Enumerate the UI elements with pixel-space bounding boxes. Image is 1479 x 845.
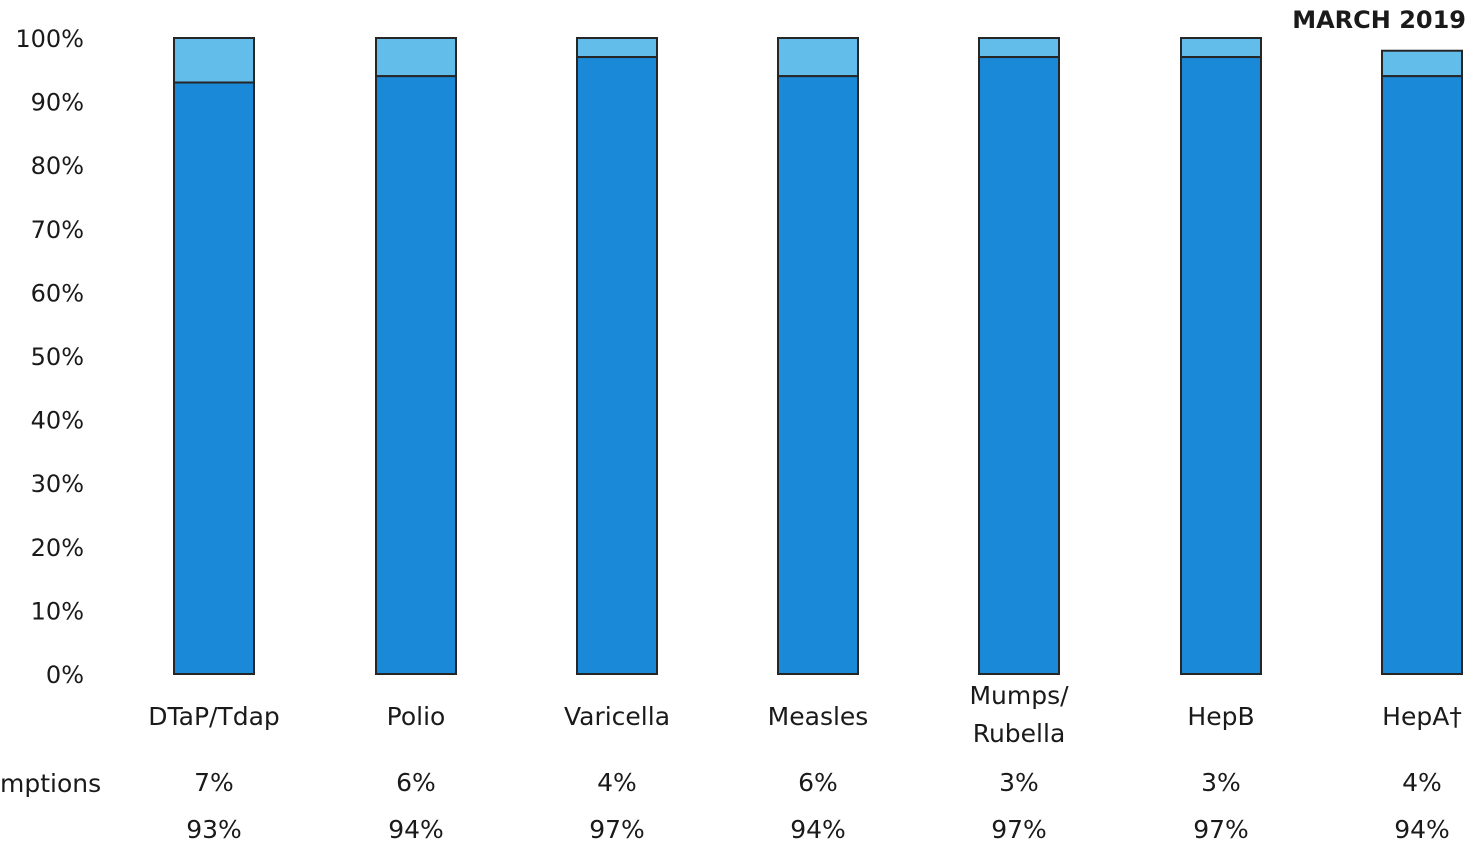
- vaccinated-value-label: 94%: [790, 815, 846, 844]
- y-tick-label: 90%: [31, 89, 84, 117]
- category-label: Mumps/Rubella: [969, 681, 1069, 748]
- bar-exemptions: [1180, 37, 1262, 59]
- bar-exemptions: [576, 37, 658, 59]
- y-tick-label: 30%: [31, 470, 84, 498]
- vaccinated-value-label: 94%: [388, 815, 444, 844]
- vaccinated-value-label: 97%: [589, 815, 645, 844]
- category-labels: DTaP/Tdap Polio Varicella Measles Mumps/Rube…: [148, 681, 1462, 748]
- y-tick-label: 50%: [31, 343, 84, 371]
- value-rows: 7% 6% 4% 6% 3% 3% 4% 93% 94% 97% 94% 97% 97% 94%: [186, 768, 1450, 844]
- bar-exemptions: [777, 37, 859, 78]
- y-tick-label: 60%: [31, 279, 84, 307]
- y-tick-label: 100%: [15, 25, 84, 53]
- bar-exemptions: [173, 37, 255, 84]
- y-tick-label: 40%: [31, 407, 84, 435]
- category-label: Varicella: [564, 702, 670, 731]
- bar-vaccinated: [576, 56, 658, 675]
- vaccinated-value-label: 94%: [1394, 815, 1450, 844]
- y-tick-label: 10%: [31, 597, 84, 625]
- bar-vaccinated: [777, 75, 859, 676]
- vaccinated-value-label: 97%: [991, 815, 1047, 844]
- exemption-value-label: 3%: [1201, 768, 1241, 797]
- exemption-value-label: 4%: [597, 768, 637, 797]
- bar-vaccinated: [978, 56, 1060, 675]
- bar-exemptions: [1381, 49, 1463, 78]
- category-label: Polio: [387, 702, 446, 731]
- vaccinated-value-label: 93%: [186, 815, 242, 844]
- y-tick-label: 0%: [46, 661, 84, 689]
- bar-vaccinated: [1381, 75, 1463, 676]
- bar-vaccinated: [375, 75, 457, 676]
- bar-vaccinated: [1180, 56, 1262, 675]
- bar-exemptions: [375, 37, 457, 78]
- exemption-value-label: 7%: [194, 768, 234, 797]
- exemption-value-label: 6%: [798, 768, 838, 797]
- y-tick-label: 80%: [31, 152, 84, 180]
- exemptions-row-label: mptions: [0, 769, 101, 798]
- y-axis: 0% 10% 20% 30% 40% 50% 60% 70% 80% 90% 100%: [15, 25, 84, 689]
- category-label: DTaP/Tdap: [148, 702, 280, 731]
- bars: [173, 37, 1463, 676]
- bar-vaccinated: [173, 81, 255, 675]
- exemption-value-label: 3%: [999, 768, 1039, 797]
- y-tick-label: 20%: [31, 534, 84, 562]
- category-label: HepA†: [1382, 702, 1462, 731]
- exemption-value-label: 6%: [396, 768, 436, 797]
- y-tick-label: 70%: [31, 216, 84, 244]
- date-label: MARCH 2019: [1292, 6, 1466, 34]
- vaccinated-value-label: 97%: [1193, 815, 1249, 844]
- category-label: Measles: [768, 702, 869, 731]
- exemption-value-label: 4%: [1402, 768, 1442, 797]
- category-label: HepB: [1187, 702, 1254, 731]
- bar-exemptions: [978, 37, 1060, 59]
